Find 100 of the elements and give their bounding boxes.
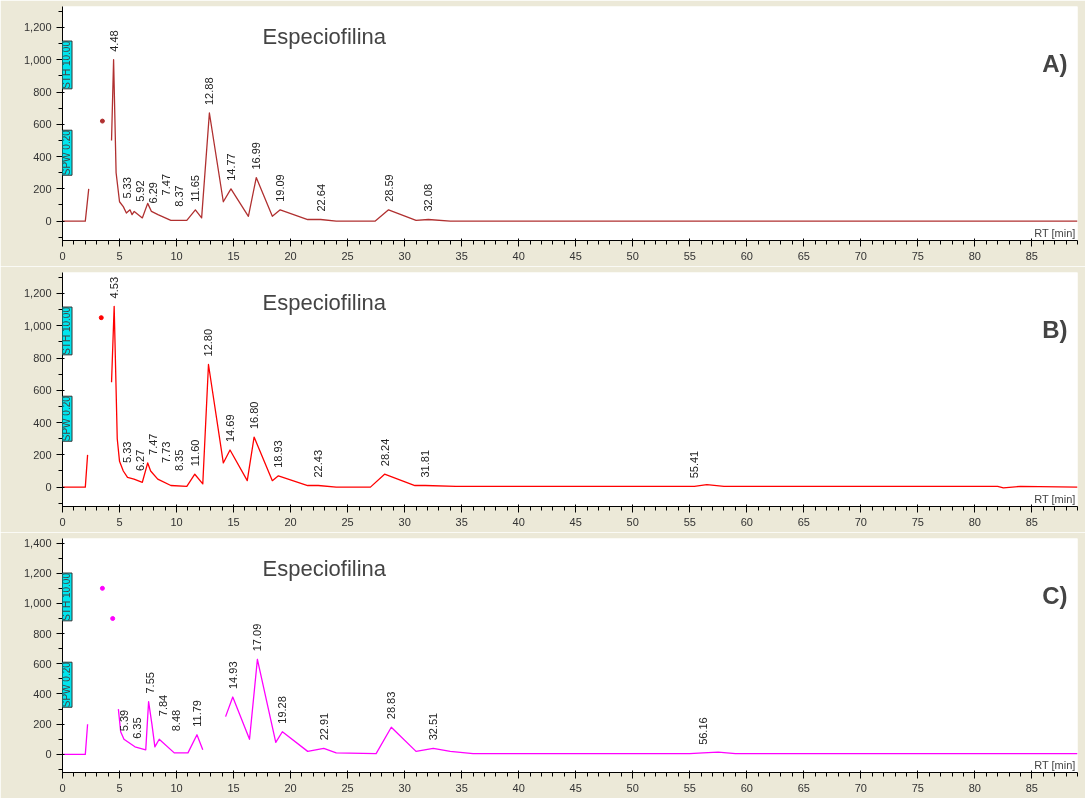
annotation: STH 10.00 (61, 306, 72, 355)
x-tick-label: 85 (1025, 249, 1039, 262)
y-tick-label: 1,400 (23, 537, 52, 550)
annotation: 55.41 (688, 450, 701, 479)
annotation: Especiofilina (262, 23, 387, 49)
annotation: SPW 0.20 (61, 395, 72, 442)
x-tick-label: 55 (683, 249, 696, 262)
x-tick-label: 15 (227, 515, 240, 528)
annotation: 11.60 (188, 439, 201, 467)
x-tick-label: 30 (398, 781, 411, 794)
annotation: 7.47 (159, 173, 172, 196)
annotation: 4.53 (108, 276, 121, 299)
annotation: 22.43 (312, 449, 325, 478)
x-tick-label: 20 (284, 781, 297, 794)
annotation: 56.16 (696, 717, 709, 745)
annotation: 7.84 (156, 694, 169, 717)
x-tick-label: 20 (284, 249, 297, 262)
x-tick-label: 70 (854, 781, 867, 794)
x-tick-label: 65 (797, 249, 810, 262)
annotation: 6.29 (146, 182, 159, 204)
annotation: 28.24 (378, 438, 391, 467)
x-tick-label: 85 (1025, 781, 1039, 794)
text: C) (1042, 581, 1068, 609)
y-tick-label: 200 (33, 448, 52, 461)
annotation: 7.55 (143, 672, 156, 694)
y-tick-label: 200 (33, 718, 52, 731)
x-tick-label: 5 (116, 249, 123, 262)
y-tick-label: 600 (33, 657, 52, 670)
x-tick-label: 50 (626, 249, 639, 262)
annotation: 16.99 (250, 142, 263, 170)
x-tick-label: 60 (740, 515, 753, 528)
x-tick-label: 80 (968, 249, 981, 262)
x-tick-label: 40 (512, 515, 525, 528)
annotation: 22.64 (314, 183, 327, 212)
annotation: 5.92 (133, 180, 146, 202)
x-tick-label: 5 (116, 781, 123, 794)
y-tick-label: 600 (33, 384, 52, 397)
annotation: 6.27 (134, 449, 147, 472)
x-tick-label: 70 (854, 249, 867, 262)
x-tick-label: 60 (740, 781, 753, 794)
y-tick-label: 400 (33, 416, 52, 429)
x-tick-label: 10 (170, 249, 183, 262)
annotation: 14.77 (224, 153, 237, 181)
x-tick-label: 70 (854, 515, 867, 528)
annotation: 7.73 (160, 441, 173, 463)
x-tick-label: 5 (116, 515, 123, 528)
x-tick-label: 65 (797, 515, 810, 528)
y-tick-label: 600 (33, 118, 52, 131)
y-tick-label: 1,200 (23, 21, 52, 34)
x-tick-label: 50 (626, 515, 639, 528)
x-tick-label: 40 (512, 781, 525, 794)
x-tick-label: 50 (626, 781, 639, 794)
x-tick-label: 15 (227, 781, 240, 794)
x-tick-label: 25 (341, 249, 354, 262)
x-tick-label: 40 (512, 249, 525, 262)
x-tick-label: 20 (284, 515, 297, 528)
x-tick-label: 30 (398, 515, 411, 528)
y-tick-label: 400 (33, 150, 52, 163)
annotation: STH 10.00 (61, 572, 72, 621)
annotation: 14.93 (226, 661, 239, 690)
annotation: 6.35 (130, 717, 143, 739)
x-tick-label: 0 (59, 515, 66, 528)
annotation: 32.08 (422, 183, 435, 212)
x-tick-label: 55 (683, 781, 696, 794)
x-tick-label: 0 (59, 249, 66, 262)
x-tick-label: 0 (59, 781, 66, 794)
y-tick-label: 1,000 (23, 597, 52, 610)
x-tick-label: 45 (569, 781, 582, 794)
annotation: 5.33 (120, 177, 133, 199)
y-tick-label: 0 (45, 481, 52, 494)
annotation: 28.59 (382, 174, 395, 202)
annotation: 8.35 (173, 449, 186, 472)
annotation: STH 10.00 (61, 40, 72, 89)
annotation: 8.48 (169, 709, 182, 732)
annotation: 4.48 (107, 30, 120, 52)
text: B) (1042, 315, 1068, 343)
x-axis-title: RT [min] (1034, 226, 1076, 239)
annotation: 5.39 (117, 709, 130, 732)
annotation: SPW 0.20 (61, 129, 72, 176)
annotation: 19.28 (276, 696, 289, 724)
x-tick-label: 75 (911, 249, 924, 262)
x-tick-label: 35 (455, 781, 468, 794)
y-tick-label: 1,200 (23, 567, 52, 580)
x-tick-label: 60 (740, 249, 753, 262)
x-tick-label: 15 (227, 249, 240, 262)
y-tick-label: 800 (33, 352, 52, 365)
y-tick-label: 400 (33, 688, 52, 700)
x-tick-label: 30 (398, 249, 411, 262)
x-tick-label: 25 (341, 781, 354, 794)
x-tick-label: 25 (341, 515, 354, 528)
y-tick-label: 1,000 (23, 53, 52, 66)
annotation: 17.09 (251, 623, 264, 652)
x-tick-label: 80 (968, 515, 981, 528)
annotation: 32.51 (427, 712, 440, 741)
annotation: 12.88 (203, 77, 216, 106)
annotation: Especiofilina (262, 555, 387, 581)
annotation: 22.91 (317, 712, 330, 741)
y-tick-label: 0 (45, 748, 52, 761)
x-tick-label: 85 (1025, 515, 1039, 528)
annotation: Especiofilina (262, 289, 387, 315)
